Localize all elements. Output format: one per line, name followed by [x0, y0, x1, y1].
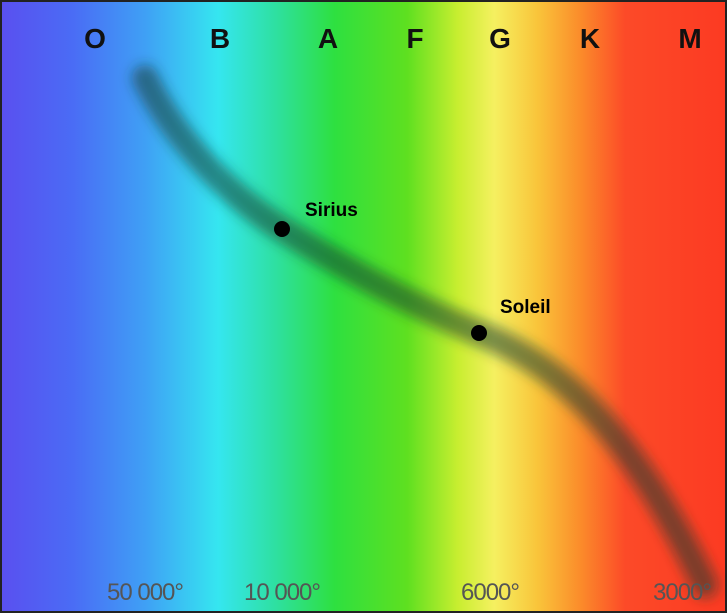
star-dot [471, 325, 487, 341]
class-label: A [318, 23, 338, 54]
spectral-classes: O B A F G K M [84, 23, 702, 54]
star-label: Sirius [305, 200, 358, 221]
temperature-label: 50 000° [107, 579, 183, 606]
star-dot [274, 221, 290, 237]
class-label: O [84, 23, 106, 54]
class-label: M [678, 23, 701, 54]
class-label: B [210, 23, 230, 54]
temperature-label: 3000° [653, 579, 711, 606]
class-label: K [580, 23, 600, 54]
class-label: G [489, 23, 511, 54]
main-sequence [132, 65, 718, 598]
temperatures: 50 000° 10 000° 6000° 3000° [107, 579, 712, 606]
temperature-label: 6000° [461, 579, 519, 606]
class-label: F [406, 23, 423, 54]
star-label: Soleil [500, 297, 551, 318]
temperature-label: 10 000° [244, 579, 320, 606]
